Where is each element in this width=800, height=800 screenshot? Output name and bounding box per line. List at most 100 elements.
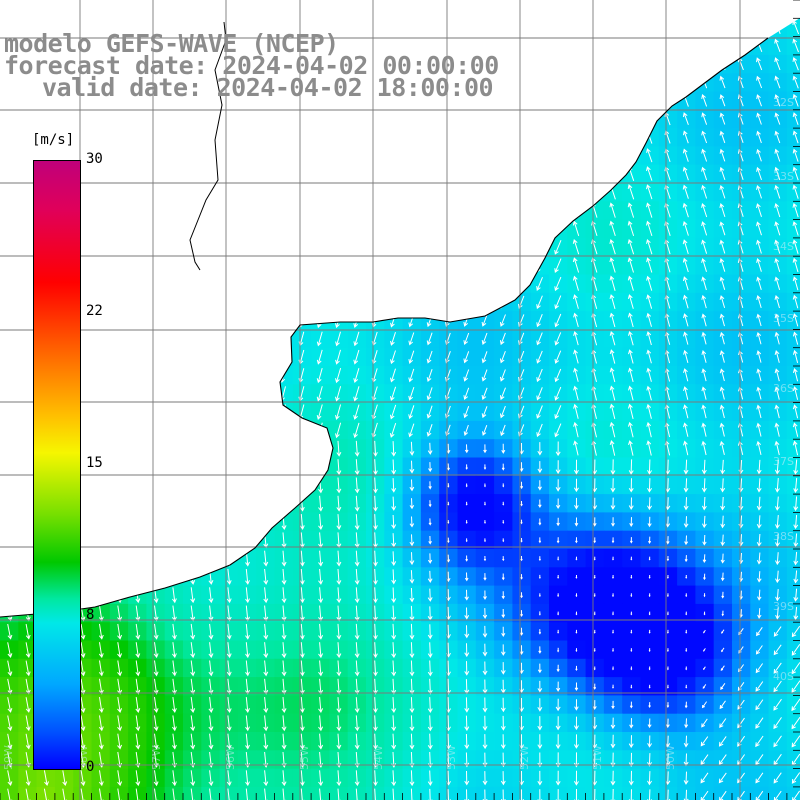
direction-arrow: [792, 75, 799, 89]
direction-arrow: [484, 538, 486, 543]
direction-arrow: [701, 496, 707, 511]
direction-arrow: [391, 733, 397, 750]
direction-arrow: [574, 682, 579, 691]
direction-arrow: [701, 130, 708, 144]
direction-arrow: [718, 772, 727, 784]
direction-arrow: [666, 574, 669, 579]
direction-arrow: [700, 736, 709, 747]
direction-arrow: [500, 715, 506, 731]
direction-arrow: [117, 697, 123, 713]
direction-arrow: [427, 570, 433, 583]
direction-arrow: [648, 574, 651, 579]
direction-arrow: [648, 536, 652, 544]
direction-arrow: [683, 349, 689, 364]
direction-arrow: [25, 770, 31, 787]
direction-arrow: [646, 202, 653, 218]
direction-arrow: [627, 421, 634, 438]
direction-arrow: [555, 734, 561, 750]
direction-arrow: [756, 533, 762, 547]
direction-arrow: [281, 715, 287, 732]
direction-arrow: [390, 332, 396, 346]
direction-arrow: [756, 350, 762, 363]
direction-arrow: [537, 698, 543, 712]
direction-arrow: [354, 495, 360, 512]
direction-arrow: [756, 221, 762, 236]
direction-arrow: [372, 697, 378, 713]
longitude-label: 54W: [372, 745, 385, 770]
direction-arrow: [299, 605, 305, 622]
direction-arrow: [537, 461, 543, 474]
direction-arrow: [554, 368, 562, 383]
direction-arrow: [482, 734, 488, 750]
direction-arrow: [702, 534, 707, 546]
direction-arrow: [573, 403, 579, 419]
direction-arrow: [281, 788, 287, 800]
direction-arrow: [465, 520, 468, 524]
direction-arrow: [153, 788, 159, 800]
direction-arrow: [318, 495, 324, 512]
direction-arrow: [593, 666, 596, 671]
direction-arrow: [773, 735, 782, 748]
direction-arrow: [774, 184, 781, 199]
direction-arrow: [299, 642, 305, 659]
direction-arrow: [538, 629, 542, 635]
direction-arrow: [98, 660, 104, 677]
direction-arrow: [666, 648, 669, 653]
direction-arrow: [483, 464, 487, 470]
direction-arrow: [372, 733, 378, 750]
direction-arrow: [756, 571, 762, 583]
direction-arrow: [25, 660, 31, 677]
direction-arrow: [719, 295, 726, 309]
direction-arrow: [263, 660, 269, 677]
direction-arrow: [372, 605, 378, 622]
direction-arrow: [575, 537, 578, 544]
direction-arrow: [502, 538, 505, 543]
direction-arrow: [554, 313, 562, 328]
direction-arrow: [755, 681, 764, 692]
direction-arrow: [538, 518, 542, 526]
direction-arrow: [720, 572, 725, 582]
valid-date: valid date: 2024-04-02 18:00:00: [42, 73, 494, 102]
direction-arrow: [500, 789, 506, 800]
direction-arrow: [792, 93, 799, 107]
direction-arrow: [738, 664, 745, 673]
direction-arrow: [80, 788, 86, 800]
direction-arrow: [537, 770, 543, 786]
direction-arrow: [427, 715, 433, 732]
direction-arrow: [719, 350, 725, 363]
direction-arrow: [391, 496, 397, 511]
direction-arrow: [409, 642, 415, 659]
wave-speed-cell: [786, 475, 800, 495]
direction-arrow: [629, 701, 633, 709]
direction-arrow: [628, 497, 634, 510]
direction-arrow: [281, 697, 287, 713]
direction-arrow: [701, 257, 707, 272]
direction-arrow: [646, 403, 652, 419]
direction-arrow: [336, 605, 342, 622]
direction-arrow: [538, 611, 541, 616]
direction-arrow: [701, 166, 708, 181]
direction-arrow: [335, 386, 342, 402]
direction-arrow: [685, 629, 688, 634]
direction-arrow: [701, 112, 708, 125]
direction-arrow: [793, 496, 799, 512]
direction-arrow: [226, 697, 232, 713]
direction-arrow: [628, 478, 634, 493]
direction-arrow: [447, 537, 450, 544]
direction-arrow: [447, 483, 450, 488]
direction-arrow: [172, 587, 177, 604]
direction-arrow: [208, 733, 214, 750]
direction-arrow: [756, 148, 762, 162]
direction-arrow: [719, 94, 726, 107]
direction-arrow: [572, 220, 580, 237]
direction-arrow: [556, 664, 560, 673]
direction-arrow: [609, 312, 616, 328]
direction-arrow: [554, 258, 562, 274]
colorbar-tick-22: 22: [86, 303, 103, 319]
direction-arrow: [463, 369, 470, 382]
direction-arrow: [208, 642, 214, 659]
direction-arrow: [702, 684, 707, 689]
direction-arrow: [464, 572, 469, 582]
direction-arrow: [646, 331, 652, 346]
